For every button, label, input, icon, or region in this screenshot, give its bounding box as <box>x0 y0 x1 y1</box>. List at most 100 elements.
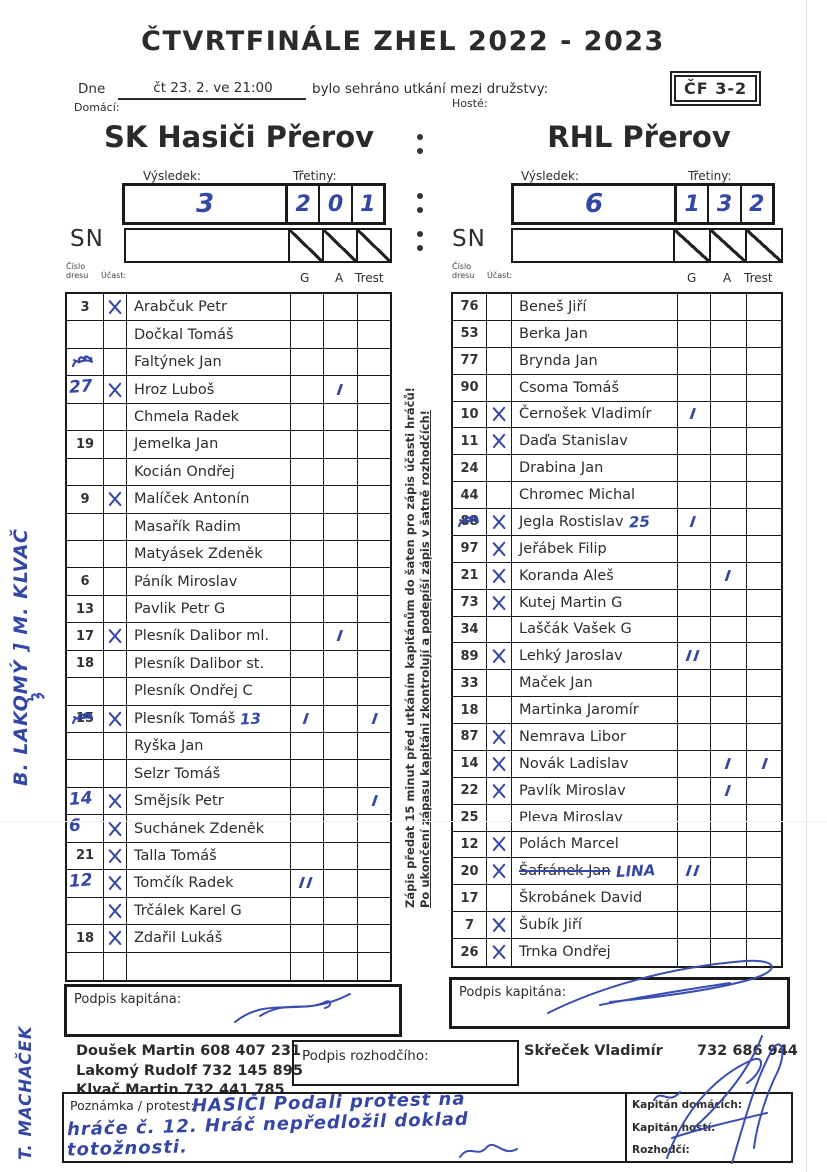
player-name: Dočkal Tomáš <box>134 326 234 343</box>
goals-cell <box>678 294 711 320</box>
goals-cell <box>678 885 711 912</box>
goals-cell <box>678 777 711 804</box>
player-row: 27 Hroz Luboš I <box>67 376 390 404</box>
jersey-number-cell: 21 <box>453 562 487 589</box>
assists-cell <box>711 616 747 643</box>
player-name: Šafránek Jan <box>519 863 611 880</box>
home-result-label: Výsledek: <box>143 169 201 183</box>
participation-x-mark <box>107 848 123 864</box>
penalty-cell <box>358 459 394 485</box>
assists-cell <box>711 643 747 670</box>
player-name-cell: Kutej Martin G <box>512 589 678 616</box>
assists-cell <box>711 320 747 347</box>
guest-captain-signature <box>547 959 773 1014</box>
participation-cell <box>104 897 127 925</box>
jersey-number-cell: 53 <box>453 320 487 347</box>
player-name-cell: Šafránek Jan LINA <box>512 858 678 885</box>
participation-cell <box>487 750 512 777</box>
jersey-number-printed: 77 <box>460 353 479 369</box>
player-name-cell: Matyásek Zdeněk <box>127 540 291 568</box>
player-name: Smějsík Petr <box>134 793 224 810</box>
assists-cell <box>711 885 747 912</box>
player-row: 22 Pavlík Miroslav I <box>453 777 781 805</box>
player-row: 44 Chromec Michal <box>453 482 781 509</box>
participation-x-mark <box>491 783 507 799</box>
home-period2: 0 <box>320 186 353 222</box>
home-label: Domácí: <box>74 101 120 114</box>
goals-cell: I <box>291 705 324 732</box>
goals-cell <box>291 403 324 431</box>
player-name-cell: Páník Miroslav <box>127 568 291 595</box>
player-name: Šubík Jiří <box>519 917 582 934</box>
player-row: 18 Zdařil Lukáš <box>67 925 390 953</box>
player-name: Plesník Tomáš <box>134 710 236 727</box>
goals-cell <box>291 623 324 650</box>
sn-slash-cell <box>673 230 709 261</box>
assists-cell: I <box>711 750 747 777</box>
penalty-cell <box>358 651 394 677</box>
scribble-mark <box>71 711 93 724</box>
margin-note-machacek: T. MACHAČEK <box>16 1025 35 1161</box>
guest-team-name: RHL Přerov <box>547 120 731 154</box>
participation-cell <box>104 733 127 760</box>
jersey-number-cell: 33 <box>453 670 487 697</box>
assists-cell <box>324 897 358 925</box>
assists-cell <box>324 650 358 678</box>
penalty-cell <box>358 678 394 704</box>
player-name-cell: Lehký Jaroslav <box>512 643 678 670</box>
jersey-number-printed: 53 <box>460 326 479 342</box>
penalty-cell <box>747 778 785 804</box>
player-name-cell: Plesník Tomáš 13 <box>127 705 291 732</box>
penalty-cell <box>747 885 785 911</box>
paper-crease <box>0 821 827 822</box>
jersey-number-cell: 6 <box>67 568 104 595</box>
goals-cell <box>291 787 324 815</box>
penalty-cell <box>358 843 394 869</box>
assists-cell <box>324 486 358 513</box>
participation-x-mark <box>107 354 123 370</box>
protest-text-line3: totožnosti. <box>66 1136 189 1161</box>
penalty-cell <box>747 375 785 401</box>
penalty-cell <box>747 509 785 535</box>
participation-x-mark <box>107 409 123 425</box>
penalty-tally: I <box>370 792 382 811</box>
goals-cell <box>291 294 324 321</box>
participation-cell <box>487 724 512 750</box>
goals-cell <box>291 678 324 705</box>
player-name: Martinka Jaromír <box>519 702 639 719</box>
participation-cell <box>104 458 127 486</box>
player-row: 90 Csoma Tomáš <box>453 374 781 402</box>
player-name-cell: Tomčík Radek <box>127 870 291 897</box>
player-row: 76 Beneš Jiří <box>453 294 781 321</box>
note-protest-box: Poznámka / protest: Kapitán domácích: Ka… <box>62 1092 793 1163</box>
jersey-number-cell: 76 <box>453 294 487 320</box>
assists-cell <box>324 458 358 486</box>
participation-x-mark <box>107 327 123 343</box>
goals-cell <box>291 540 324 568</box>
player-row: 11 Daďa Stanislav <box>453 428 781 456</box>
player-name: Jemelka Jan <box>134 436 219 453</box>
participation-cell <box>487 831 512 858</box>
goals-cell <box>678 750 711 777</box>
player-name-note: LINA <box>615 861 656 882</box>
player-name-cell: Škrobánek David <box>512 885 678 912</box>
jersey-number-cell: 22 <box>453 777 487 804</box>
goals-cell <box>678 939 711 966</box>
penalty-cell <box>358 815 394 841</box>
jersey-number-cell: 10 <box>453 401 487 428</box>
penalty-cell <box>358 376 394 402</box>
jersey-number-printed: 9 <box>80 491 90 507</box>
jersey-number-cell: 14 <box>67 787 104 815</box>
participation-cell <box>104 431 127 458</box>
player-row: 87 Nemrava Libor <box>453 724 781 751</box>
goals-cell <box>291 815 324 842</box>
jersey-number-cell: 13 <box>67 595 104 623</box>
guest-assists-header: A <box>723 271 732 285</box>
referee-name: Skřeček Vladimír <box>524 1043 663 1059</box>
officials-signatures <box>653 1035 784 1164</box>
assists-cell: I <box>324 376 358 403</box>
participation-cell <box>104 595 127 623</box>
participation-x-mark <box>491 675 507 691</box>
goals-cell <box>291 733 324 760</box>
participation-x-mark <box>107 821 123 837</box>
